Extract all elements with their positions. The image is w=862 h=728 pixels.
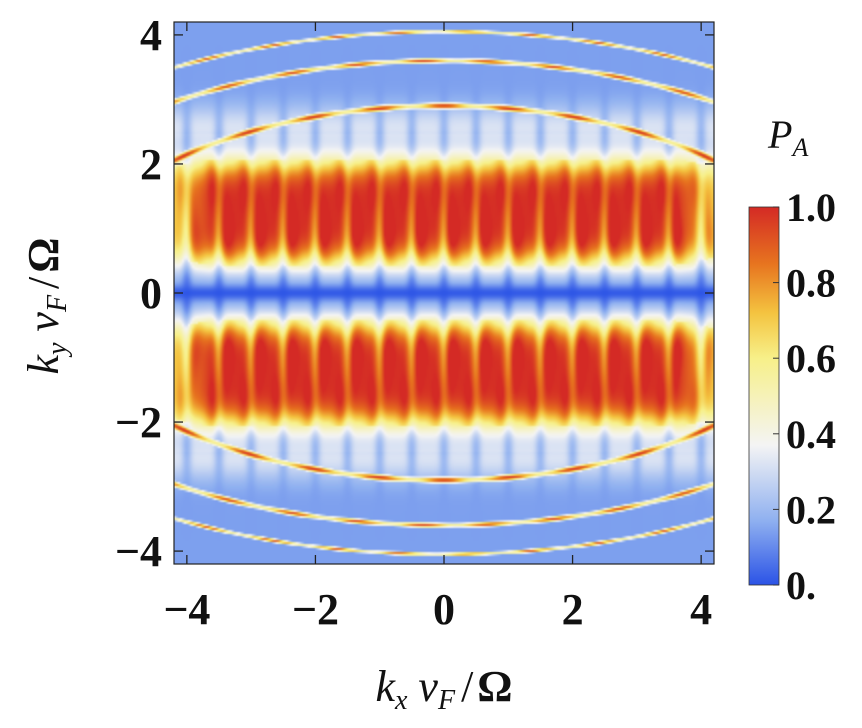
y-tick-label: −2 — [115, 398, 162, 447]
x-axis-ticks — [186, 22, 702, 564]
y-axis-ticks — [174, 34, 714, 552]
x-axis-tick-labels: −4 −2 0 2 4 — [163, 585, 712, 634]
y-label-omega: Ω — [19, 237, 68, 272]
colorbar-title: PA — [767, 112, 808, 162]
x-tick-label: −2 — [292, 585, 339, 634]
x-label-omega: Ω — [477, 662, 512, 711]
colorbar-title-main: P — [767, 112, 792, 157]
colorbar-title-sub: A — [790, 133, 808, 162]
x-label-v: v — [418, 662, 438, 711]
x-label-v-sub: F — [437, 685, 456, 716]
colorbar-tick-labels: 1.0 0.8 0.6 0.4 0.2 0. — [786, 185, 836, 608]
y-axis-tick-labels: 4 2 0 −2 −4 — [115, 11, 162, 576]
x-tick-label: 4 — [690, 585, 712, 634]
y-tick-label: 4 — [140, 11, 162, 60]
colorbar-tick-label: 0.6 — [786, 336, 836, 381]
y-tick-label: 0 — [140, 269, 162, 318]
x-tick-label: −4 — [163, 585, 210, 634]
y-label-v: v — [19, 312, 68, 332]
colorbar-tick-label: 0.4 — [786, 412, 836, 457]
x-label-k: k — [375, 662, 396, 711]
x-label-k-sub: x — [394, 685, 408, 716]
x-tick-label: 2 — [562, 585, 584, 634]
colorbar: 1.0 0.8 0.6 0.4 0.2 0. PA — [748, 112, 836, 608]
heatmap-image — [174, 22, 714, 564]
colorbar-tick-label: 0.8 — [786, 261, 836, 306]
x-label-slash: / — [461, 662, 474, 711]
y-label-k-sub: y — [42, 342, 73, 358]
y-tick-label: 2 — [140, 140, 162, 189]
y-label-slash: / — [19, 276, 68, 289]
y-tick-label: −4 — [115, 527, 162, 576]
x-label-space — [407, 662, 418, 711]
y-label-space — [19, 332, 68, 343]
colorbar-tick-label: 1.0 — [786, 185, 836, 230]
colorbar-tick-label: 0. — [786, 563, 816, 608]
y-label-v-sub: F — [42, 294, 73, 313]
heatmap-plot — [173, 21, 715, 565]
colorbar-ticks — [773, 206, 779, 586]
x-tick-label: 0 — [433, 585, 455, 634]
y-axis-label: ky vF / Ω — [19, 237, 73, 374]
x-axis-label: kx vF/Ω — [375, 662, 512, 716]
colorbar-tick-label: 0.2 — [786, 487, 836, 532]
y-label-k: k — [19, 354, 68, 375]
colorbar-gradient — [748, 206, 780, 586]
